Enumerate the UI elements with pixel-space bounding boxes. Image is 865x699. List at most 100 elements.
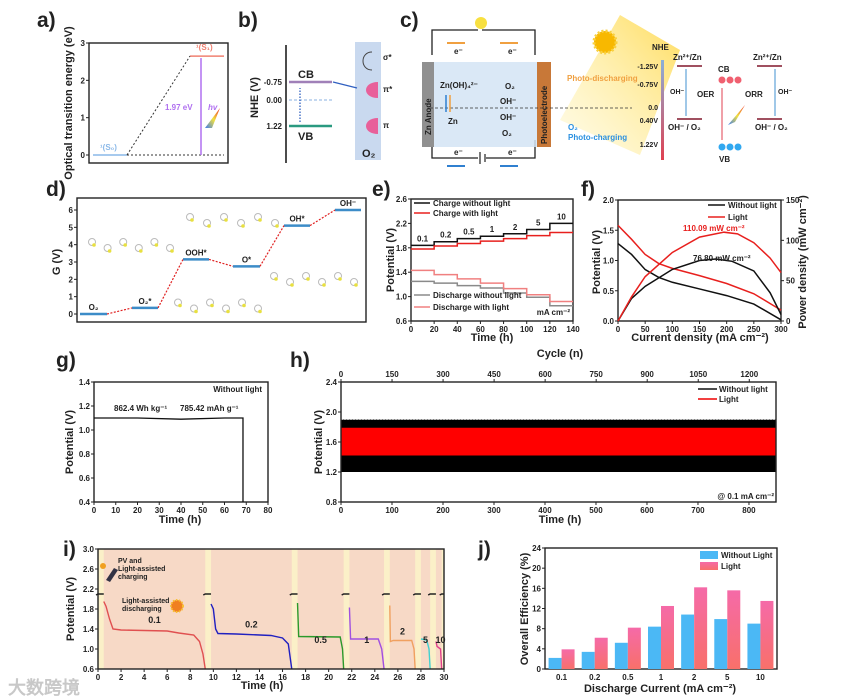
x-tick-label: 0: [96, 673, 101, 682]
molecule-structure: [270, 272, 358, 287]
tick-zero: 0.00: [266, 96, 282, 105]
y-tick-label: 0: [786, 317, 791, 326]
y-tick-label: 0.4: [79, 498, 91, 507]
sulfur-atom: [274, 277, 278, 281]
series-light-potential: [617, 224, 782, 311]
legend-label: Light: [721, 562, 741, 571]
cb-label: CB: [718, 65, 730, 74]
oh-couple-label: OH⁻ / O₂: [755, 123, 788, 132]
legend-label: Without light: [719, 385, 768, 394]
x-tick-label: 100: [385, 506, 399, 515]
x-axis-label: Time (h): [539, 514, 582, 526]
legend-swatch: [700, 551, 718, 559]
x-tick-label: 18: [301, 673, 310, 682]
x2-axis-label: Cycle (n): [537, 348, 584, 360]
x-tick-label: 50: [641, 325, 650, 334]
x-tick-label: 30: [155, 506, 164, 515]
pi-orbital: [366, 118, 378, 134]
reaction-path: [259, 225, 285, 267]
x-tick-label: 0.1: [556, 673, 568, 682]
y-tick-label: 1: [81, 114, 86, 123]
y-axis-label: Potential (V): [313, 410, 325, 475]
y-tick-label: 1.4: [83, 625, 95, 634]
current-density-label: 1: [490, 225, 495, 234]
photo-discharging-label: Photo-discharging: [567, 74, 638, 83]
x-tick-label: 4: [142, 673, 147, 682]
y-tick-label: 1.0: [603, 257, 615, 266]
vb-label: VB: [719, 155, 730, 164]
x-tick-label: 100: [520, 325, 534, 334]
x-tick-label: 24: [370, 673, 379, 682]
x-tick-label: 10: [111, 506, 120, 515]
sulfur-atom: [107, 249, 112, 253]
nhe-tick: -1.25V: [637, 64, 658, 71]
bar-light: [727, 590, 741, 669]
series-discharge-without-light: [411, 280, 573, 307]
ring: [88, 238, 96, 246]
ring: [270, 272, 278, 280]
electron-label: e⁻: [508, 148, 517, 157]
x-tick-label: 140: [566, 325, 580, 334]
y-tick-label: 0.5: [603, 287, 615, 296]
x-tick-label: 20: [133, 506, 142, 515]
current-density-label: 0.5: [463, 228, 475, 237]
s0-label: ¹(S₀): [100, 143, 117, 152]
o2-label: O₂: [502, 129, 512, 138]
x-tick-label: 40: [177, 506, 186, 515]
y-tick-label: 1.0: [83, 645, 95, 654]
y-tick-label: 1.6: [326, 438, 338, 447]
ring: [350, 278, 358, 286]
current-density-annotation: @ 0.1 mA cm⁻²: [717, 492, 774, 501]
molecule-structure: [174, 298, 262, 314]
x-tick-label: 200: [720, 325, 734, 334]
x-tick-label: 120: [543, 325, 557, 334]
y-tick-label: 0.0: [603, 317, 615, 326]
bar-without-light: [614, 642, 628, 669]
cb-label: CB: [298, 69, 314, 81]
x-tick-label: 450: [487, 370, 501, 379]
hole-circles: [718, 143, 742, 151]
reaction-path: [106, 307, 133, 315]
reaction-path: [157, 259, 184, 309]
energy-level-label: OOH*: [185, 248, 207, 257]
sulfur-atom: [241, 224, 245, 228]
sulfur-atom: [194, 309, 198, 314]
x-tick-label: 300: [436, 370, 450, 379]
current-density-label: 10: [557, 212, 566, 221]
sigma-star-orbital: [362, 51, 373, 71]
y-tick-label: 0.6: [396, 317, 408, 326]
panel-a-axes: [88, 42, 229, 164]
x-tick-label: 80: [264, 506, 273, 515]
bar-without-light: [714, 619, 728, 669]
panel-label-j: j): [477, 538, 491, 561]
series-charge-without-light: [411, 222, 573, 247]
x-tick-label: 0.5: [622, 673, 634, 682]
x-tick-label: 80: [499, 325, 508, 334]
energy-level-label: OH⁻: [340, 199, 356, 208]
legend-label: Discharge with light: [433, 303, 509, 312]
y-tick-label: 1: [69, 293, 74, 302]
y-tick-label: 1.0: [396, 293, 408, 302]
y-tick-label: 1.5: [603, 226, 615, 235]
x-tick-label: 150: [385, 370, 399, 379]
discharge-curve-2: [389, 605, 416, 670]
charge-window: [430, 549, 436, 669]
y-tick-label: 0: [537, 665, 542, 674]
nhe-tick: 0.40V: [640, 118, 659, 125]
unit-label: mA cm⁻²: [537, 308, 571, 317]
sulfur-atom: [354, 283, 358, 287]
panel-b-band-diagram: NHE (V) -0.75 0.00 1.22 CB VB σ* π* π O₂: [249, 42, 393, 163]
tick-vb: 1.22: [266, 122, 282, 131]
photon-icon: [205, 108, 220, 128]
current-label: 0.2: [245, 620, 258, 630]
x-tick-label: 10: [209, 673, 218, 682]
energy-level-label: OH*: [289, 215, 305, 224]
charge-window: [441, 549, 444, 669]
ring: [220, 213, 228, 221]
band-light: [341, 427, 776, 456]
x-tick-label: 16: [278, 673, 287, 682]
y-tick-label: 0.8: [326, 498, 338, 507]
series-charge-with-light: [411, 231, 573, 250]
oh-label: OH⁻: [500, 97, 516, 106]
discharge-curve-0.2: [210, 603, 293, 670]
